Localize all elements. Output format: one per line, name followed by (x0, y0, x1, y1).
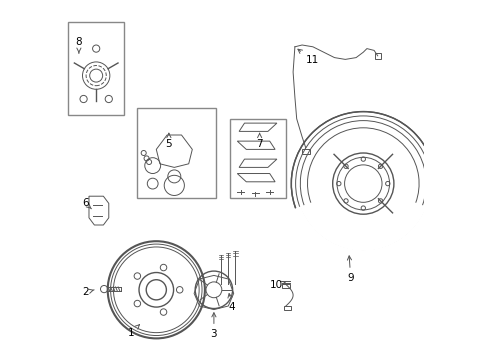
Text: 4: 4 (227, 294, 235, 312)
Text: 8: 8 (76, 37, 82, 53)
Text: 9: 9 (346, 256, 353, 283)
Text: 7: 7 (256, 133, 263, 149)
Bar (374, 53, 381, 59)
Bar (136, 108, 215, 198)
Bar (281, 284, 289, 288)
Bar (230, 119, 285, 198)
Bar (302, 149, 309, 154)
Text: 1: 1 (127, 325, 139, 338)
Bar (284, 306, 291, 310)
Bar (68, 22, 123, 115)
Text: 10: 10 (269, 280, 285, 290)
Text: 5: 5 (165, 133, 172, 149)
Text: 3: 3 (210, 313, 217, 339)
Text: 6: 6 (82, 198, 91, 209)
Text: 2: 2 (82, 287, 94, 297)
Text: 11: 11 (297, 49, 318, 66)
